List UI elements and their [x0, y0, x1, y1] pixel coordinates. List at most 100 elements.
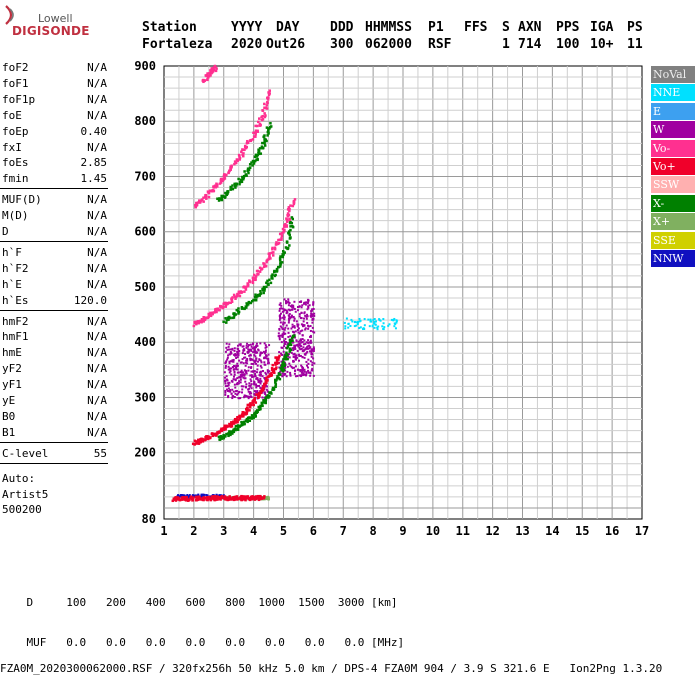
trace-point — [221, 305, 225, 309]
trace-point — [238, 158, 241, 161]
echo-point — [277, 332, 280, 335]
echo-point — [307, 341, 310, 344]
echo-point — [379, 319, 382, 322]
echo-point — [288, 362, 291, 365]
trace-point — [195, 201, 198, 205]
echo-point — [224, 382, 227, 385]
x-tick-label: 2 — [190, 524, 197, 538]
trace-point — [240, 306, 244, 309]
trace-point — [239, 495, 242, 499]
trace-point — [285, 351, 288, 355]
header-value-2: Out26 — [266, 37, 306, 52]
trace-point — [285, 220, 289, 223]
echo-point — [267, 362, 270, 365]
param-row-foe: foE N/A — [2, 108, 107, 123]
echo-point — [293, 353, 296, 356]
echo-point — [224, 385, 227, 388]
echo-point — [293, 366, 296, 369]
trace-point — [236, 293, 239, 297]
trace-point — [221, 436, 224, 440]
trace-point — [214, 432, 218, 435]
header-label-1: YYYY — [231, 20, 263, 35]
echo-point — [245, 359, 248, 362]
trace-point — [287, 230, 291, 233]
echo-point — [289, 374, 292, 377]
x-tick-label: 8 — [370, 524, 377, 538]
trace-point — [200, 198, 204, 202]
trace-point — [279, 261, 282, 264]
echo-point — [344, 325, 347, 328]
echo-point — [249, 359, 252, 362]
trace-point — [280, 369, 283, 372]
trace-point — [274, 367, 278, 371]
trace-point — [281, 363, 284, 367]
echo-point — [254, 355, 257, 358]
trace-point — [286, 246, 290, 250]
echo-point — [278, 309, 281, 312]
echo-point — [296, 323, 299, 326]
echo-point — [237, 353, 240, 356]
param-value: N/A — [87, 193, 107, 207]
param-value: N/A — [87, 362, 107, 376]
trace-point — [249, 403, 253, 407]
echo-point — [248, 354, 251, 357]
echo-point — [279, 364, 282, 367]
echo-point — [299, 301, 302, 304]
echo-point — [292, 341, 295, 344]
echo-point — [376, 326, 379, 329]
trace-point — [249, 402, 252, 405]
echo-trace-7 — [171, 494, 266, 503]
x-tick-label: 13 — [515, 524, 529, 538]
trace-point — [289, 343, 293, 347]
param-value: N/A — [87, 330, 107, 344]
echo-point — [287, 353, 290, 356]
echo-point — [300, 323, 303, 326]
echo-point — [307, 358, 310, 361]
trace-point — [288, 209, 291, 213]
trace-point — [250, 161, 253, 164]
trace-point — [202, 496, 206, 500]
trace-point — [228, 431, 231, 435]
echo-point — [224, 393, 227, 396]
trace-point — [266, 96, 269, 100]
echo-point — [304, 342, 307, 345]
trace-point — [246, 420, 249, 424]
echo-point — [294, 375, 297, 378]
footer-muf-row: MUF 0.0 0.0 0.0 0.0 0.0 0.0 0.0 0.0 [MHz… — [0, 622, 662, 649]
echo-point — [376, 328, 379, 331]
echo-point — [308, 341, 311, 344]
trace-point — [265, 376, 268, 380]
echo-trace-1 — [217, 334, 296, 441]
echo-point — [311, 348, 314, 351]
trace-point — [277, 265, 281, 269]
echo-point — [313, 314, 316, 317]
echo-point — [259, 382, 262, 385]
echo-point — [283, 321, 286, 324]
echo-point — [239, 374, 242, 377]
trace-point — [285, 224, 288, 227]
echo-point — [266, 498, 269, 501]
echo-point — [241, 345, 244, 348]
trace-point — [267, 129, 270, 132]
echo-point — [313, 331, 316, 334]
trace-point — [268, 127, 271, 130]
echo-point — [390, 318, 393, 321]
echo-point — [278, 303, 281, 306]
echo-point — [246, 362, 249, 365]
trace-point — [273, 269, 276, 273]
echo-point — [359, 326, 362, 329]
echo-point — [347, 326, 350, 329]
trace-point — [275, 267, 279, 271]
echo-point — [305, 364, 308, 367]
echo-point — [244, 370, 247, 373]
echo-point — [227, 390, 230, 393]
echo-point — [243, 394, 246, 397]
echo-point — [373, 318, 376, 321]
echo-point — [234, 386, 237, 389]
param-row-foep: foEp 0.40 — [2, 124, 107, 139]
trace-point — [231, 432, 234, 435]
trace-point — [248, 163, 252, 166]
trace-point — [266, 98, 270, 101]
echo-point — [236, 352, 239, 355]
trace-point — [214, 66, 217, 69]
